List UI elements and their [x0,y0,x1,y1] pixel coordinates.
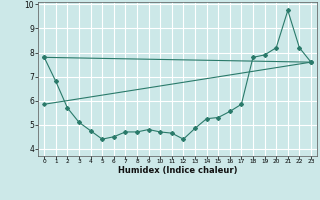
X-axis label: Humidex (Indice chaleur): Humidex (Indice chaleur) [118,166,237,175]
